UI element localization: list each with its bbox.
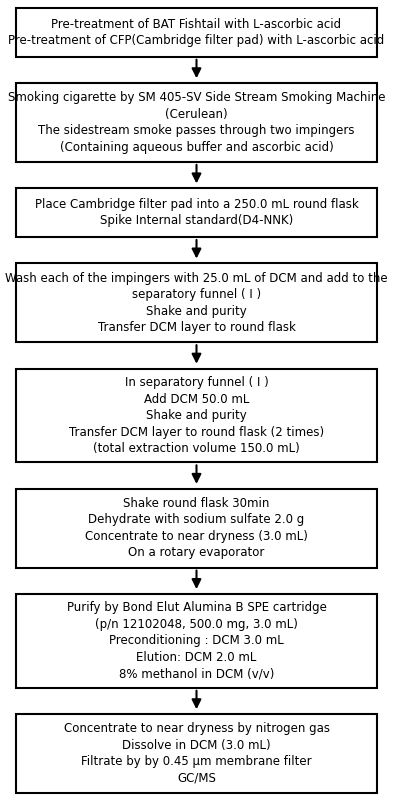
Bar: [16, 8, 377, 57]
Text: Pre-treatment of BAT Fishtail with L-ascorbic acid
Pre-treatment of CFP(Cambridg: Pre-treatment of BAT Fishtail with L-asc…: [8, 18, 385, 47]
Bar: [16, 368, 377, 462]
Text: Smoking cigarette by SM 405-SV Side Stream Smoking Machine
(Cerulean)
The sidest: Smoking cigarette by SM 405-SV Side Stre…: [8, 91, 385, 154]
Text: Place Cambridge filter pad into a 250.0 mL round flask
Spike Internal standard(D: Place Cambridge filter pad into a 250.0 …: [35, 198, 358, 227]
Bar: [16, 714, 377, 793]
Bar: [16, 594, 377, 688]
Bar: [16, 264, 377, 342]
Text: Wash each of the impingers with 25.0 mL of DCM and add to the
separatory funnel : Wash each of the impingers with 25.0 mL …: [5, 272, 388, 334]
Text: Concentrate to near dryness by nitrogen gas
Dissolve in DCM (3.0 mL)
Filtrate by: Concentrate to near dryness by nitrogen …: [64, 723, 329, 785]
Bar: [16, 489, 377, 568]
Text: In separatory funnel ( I )
Add DCM 50.0 mL
Shake and purity
Transfer DCM layer t: In separatory funnel ( I ) Add DCM 50.0 …: [69, 376, 324, 455]
Bar: [16, 83, 377, 162]
Text: Purify by Bond Elut Alumina B SPE cartridge
(p/n 12102048, 500.0 mg, 3.0 mL)
Pre: Purify by Bond Elut Alumina B SPE cartri…: [66, 602, 327, 680]
Text: Shake round flask 30min
Dehydrate with sodium sulfate 2.0 g
Concentrate to near : Shake round flask 30min Dehydrate with s…: [85, 497, 308, 559]
Bar: [16, 188, 377, 237]
